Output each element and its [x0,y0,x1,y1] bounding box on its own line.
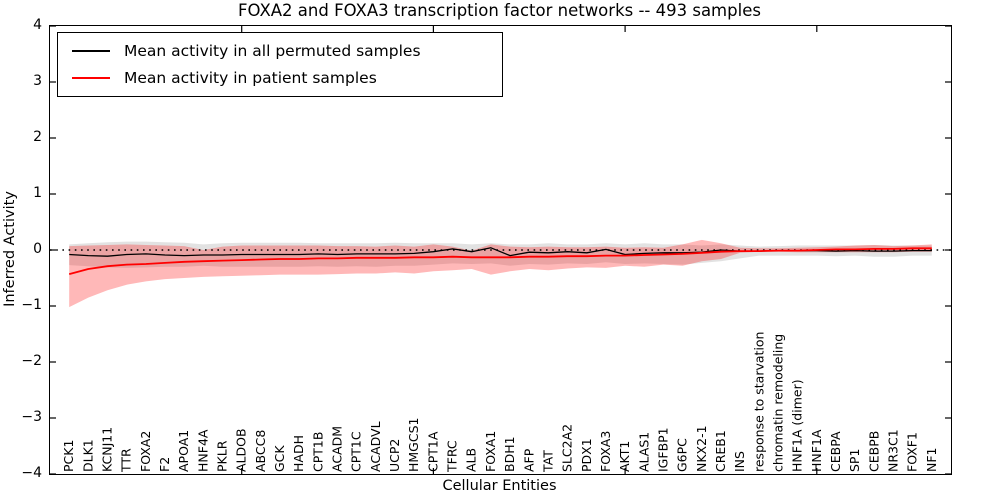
x-tick-label: CEBPA [828,431,843,472]
x-tick-label: IGFBP1 [655,427,670,472]
y-tick-label: 0 [33,241,42,257]
legend-line-permuted-icon [72,50,110,53]
patient-band [69,239,932,308]
x-tick-label: ALAS1 [636,432,651,472]
x-tick-label: ALDOB [234,428,249,472]
y-tick-label: −1 [21,297,42,313]
legend-label-patient: Mean activity in patient samples [124,68,377,87]
legend: Mean activity in all permuted samples Me… [57,32,503,97]
chart-canvas: PCK1 DLK1 KCNJ11 TTR FOXA2 F2 APOA1 HNF4A PKLR AL… [50,26,951,474]
y-tick-label: −2 [21,353,42,369]
legend-label-permuted: Mean activity in all permuted samples [124,42,421,61]
x-tick-label: AKT1 [617,441,632,472]
permuted-band [69,241,932,268]
x-tick-label: TTR [119,448,134,473]
x-tick-label: INS [732,451,747,472]
x-tick-label: PKLR [215,440,230,472]
x-tick-label: FOXA3 [598,431,613,472]
x-tick-label: TFRC [445,440,460,473]
x-tick-label: HNF4A [195,429,210,472]
x-tick-label: NR3C1 [886,429,901,472]
legend-item-permuted: Mean activity in all permuted samples [72,40,488,62]
x-axis-label: Cellular Entities [442,478,557,494]
x-tick-label: FOXA2 [138,431,153,472]
x-tick-label: SLC2A2 [560,424,575,472]
x-tick-label: ALB [464,448,479,472]
legend-line-patient-icon [72,76,110,79]
x-tick-label: APOA1 [176,430,191,472]
x-tick-label: HADH [291,435,306,472]
x-tick-label: NF1 [924,448,939,473]
x-tick-label: CPT1A [425,431,440,472]
x-tick-label: CPT1B [310,432,325,472]
x-tick-label: NKX2-1 [694,425,709,472]
x-tick-label: ABCC8 [253,430,268,472]
x-tick-label: UCP2 [387,439,402,472]
x-tick-label: PCK1 [61,440,76,472]
x-tick-label: G6PC [675,438,690,472]
legend-item-patient: Mean activity in patient samples [72,67,488,89]
x-tick-label: HNF1A [809,429,824,472]
y-tick-label: 3 [33,73,42,89]
x-tick-label: HNF1A (dimer) [790,379,805,472]
x-tick-label: CREB1 [713,430,728,472]
x-tick-label: ACADVL [368,421,383,472]
x-tick-label: CEBPB [866,431,881,472]
x-tick-label: KCNJ11 [100,427,115,472]
x-tick-label: ACADM [330,426,345,472]
y-tick-label: −4 [21,465,42,481]
x-tick-label: F2 [157,457,172,472]
x-tick-label: SP1 [847,449,862,472]
chart-title: FOXA2 and FOXA3 transcription factor net… [238,1,761,20]
patient-mean-line [68,247,932,275]
x-tick-label: CPT1C [349,431,364,472]
x-tick-label: FOXA1 [483,431,498,472]
x-tick-label: AFP [521,448,536,472]
x-tick-label: response to starvation [751,332,766,473]
x-tick-label: GCK [272,445,287,472]
x-tick-label: BDH1 [502,436,517,472]
y-tick-label: −3 [21,409,42,425]
x-tick-label: FOXF1 [905,432,920,472]
x-tick-label: chromatin remodeling [771,334,786,472]
y-tick-label: 4 [33,17,42,33]
plot-area: PCK1 DLK1 KCNJ11 TTR FOXA2 F2 APOA1 HNF4A PKLR AL… [49,25,952,475]
x-tick-label: TAT [540,450,555,473]
x-tick-label: HMGCS1 [406,418,421,473]
x-tick-label: PDX1 [579,438,594,472]
y-tick-label: 2 [33,129,42,145]
y-tick-label: 1 [33,185,42,201]
x-tick-label: DLK1 [80,439,95,472]
